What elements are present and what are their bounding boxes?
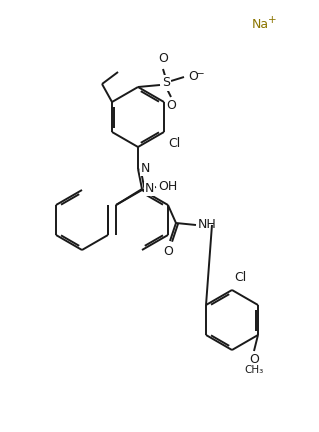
Text: O: O [163,245,173,258]
Text: N: N [145,182,154,196]
Text: Cl: Cl [234,271,246,284]
Text: −: − [196,69,205,79]
Text: O: O [249,353,259,366]
Text: N: N [141,162,150,175]
Text: S: S [162,76,170,89]
Text: O: O [158,52,168,65]
Text: Cl: Cl [168,137,180,150]
Text: CH₃: CH₃ [244,365,263,375]
Text: OH: OH [158,181,177,194]
Text: O: O [166,99,176,112]
Text: NH: NH [198,219,217,232]
Text: O: O [188,70,198,83]
Text: Na: Na [252,18,269,31]
Text: +: + [268,15,277,25]
